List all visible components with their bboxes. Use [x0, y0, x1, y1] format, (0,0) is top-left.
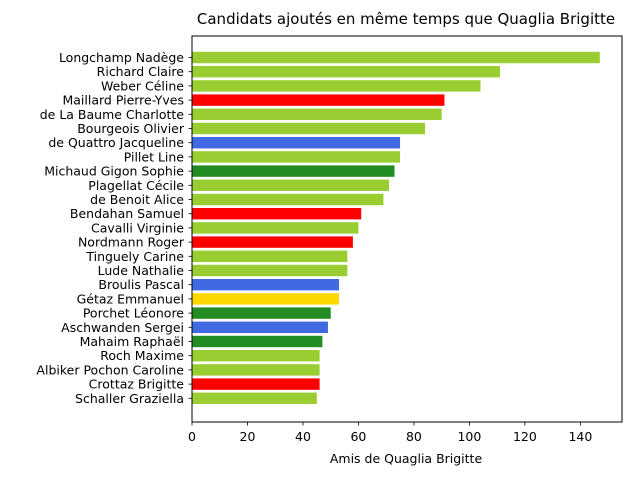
y-tick-label: de La Baume Charlotte	[40, 107, 185, 122]
y-tick-label: Bourgeois Olivier	[77, 121, 185, 136]
y-tick-label: Cavalli Virginie	[91, 220, 184, 235]
chart-title: Candidats ajoutés en même temps que Quag…	[197, 10, 615, 28]
plot-frame	[191, 35, 623, 423]
bar	[192, 108, 442, 120]
bar	[192, 222, 359, 234]
y-tick-label: Nordmann Roger	[78, 235, 185, 250]
bar	[192, 179, 389, 191]
y-tick-label: Pillet Line	[124, 149, 185, 164]
y-tick-label: Tinguely Carine	[85, 249, 184, 264]
bar	[192, 80, 481, 92]
bar	[192, 208, 362, 220]
y-tick-label: Porchet Léonore	[83, 306, 184, 321]
bar	[192, 250, 348, 262]
bar	[192, 165, 395, 177]
bar	[192, 321, 328, 333]
bar	[192, 264, 348, 277]
bar	[192, 51, 600, 64]
y-tick-label: Albiker Pochon Caroline	[36, 362, 184, 377]
x-tick-label: 80	[406, 429, 422, 444]
y-tick-label: de Benoit Alice	[90, 192, 184, 207]
bar	[192, 378, 320, 390]
y-tick-label: de Quattro Jacqueline	[48, 135, 184, 150]
bar	[192, 279, 340, 291]
y-tick-label: Lude Nathalie	[98, 263, 185, 278]
bar	[192, 236, 353, 248]
y-tick-label: Schaller Graziella	[75, 391, 184, 406]
bar	[192, 350, 320, 362]
y-tick-label: Mahaim Raphaël	[80, 334, 184, 349]
bar	[192, 137, 401, 149]
y-tick-label: Weber Céline	[101, 78, 184, 93]
y-tick-label: Plagellat Cécile	[88, 178, 184, 193]
bar	[192, 293, 340, 305]
bar	[192, 307, 331, 319]
bar	[192, 193, 384, 206]
x-tick-label: 60	[350, 429, 366, 444]
y-tick-label: Broulis Pascal	[98, 277, 184, 292]
y-tick-label: Michaud Gigon Sophie	[44, 164, 184, 179]
y-tick-label: Roch Maxime	[100, 348, 184, 363]
y-tick-label: Crottaz Brigitte	[89, 377, 185, 392]
y-tick-label: Richard Claire	[97, 64, 185, 79]
bar	[192, 122, 426, 135]
x-ticks: 0 20 40 60 80 100 120 140	[188, 422, 592, 444]
x-tick-label: 100	[457, 429, 481, 444]
bar	[192, 335, 323, 348]
y-tick-label: Aschwanden Sergei	[61, 320, 184, 335]
x-tick-label: 40	[295, 429, 311, 444]
x-tick-label: 140	[568, 429, 592, 444]
bar	[192, 392, 317, 404]
x-tick-label: 120	[513, 429, 537, 444]
y-tick-label: Longchamp Nadège	[59, 50, 184, 65]
bar	[192, 151, 401, 163]
y-tick-label: Bendahan Samuel	[70, 206, 184, 221]
y-tick-label: Maillard Pierre-Yves	[62, 93, 184, 108]
x-tick-label: 0	[188, 429, 196, 444]
bar	[192, 94, 445, 106]
bars-group	[192, 51, 600, 404]
bar	[192, 364, 320, 376]
bar	[192, 66, 500, 78]
x-tick-label: 20	[240, 429, 256, 444]
y-tick-label: Gétaz Emmanuel	[77, 291, 184, 306]
x-axis-label: Amis de Quaglia Brigitte	[330, 451, 483, 466]
